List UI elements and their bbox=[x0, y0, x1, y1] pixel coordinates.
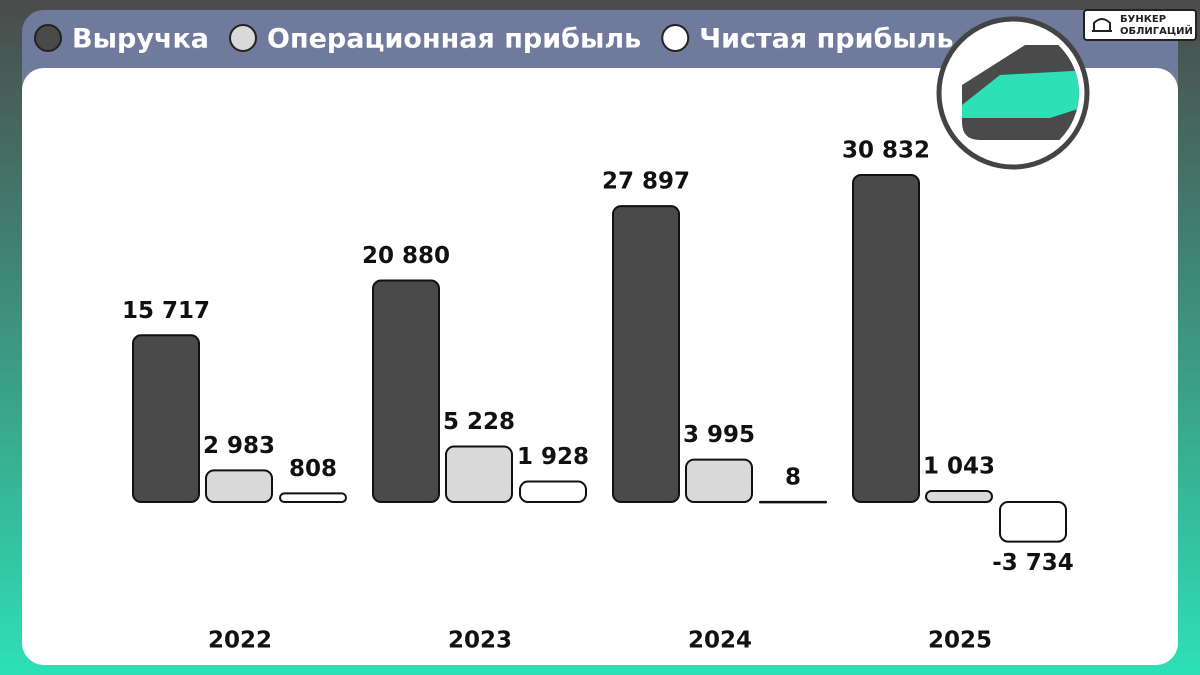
value-label: 5 228 bbox=[443, 409, 515, 435]
value-label: 1 043 bbox=[923, 453, 995, 479]
bar bbox=[132, 334, 200, 504]
bar bbox=[852, 174, 920, 503]
value-label: 3 995 bbox=[683, 422, 755, 448]
bar bbox=[759, 500, 827, 504]
value-label: 8 bbox=[785, 464, 801, 490]
bar bbox=[205, 469, 273, 503]
bar bbox=[999, 501, 1067, 543]
brand: БУНКЕР ОБЛИГАЦИЙ bbox=[1083, 9, 1197, 41]
brand-text: ОБЛИГАЦИЙ bbox=[1120, 24, 1193, 37]
bar bbox=[612, 205, 680, 503]
x-tick-label: 2023 bbox=[448, 628, 512, 654]
bar bbox=[445, 445, 513, 504]
x-tick-label: 2025 bbox=[928, 628, 992, 654]
legend-label: Выручка bbox=[72, 24, 209, 55]
x-tick-label: 2024 bbox=[688, 628, 752, 654]
bar bbox=[519, 480, 587, 503]
x-tick-label: 2022 bbox=[208, 628, 272, 654]
legend-swatch bbox=[229, 24, 258, 52]
value-label: -3 734 bbox=[992, 550, 1074, 576]
bar bbox=[925, 489, 993, 503]
value-label: 15 717 bbox=[122, 298, 210, 324]
legend: Выручка Операционная прибыль Чистая прибыл… bbox=[34, 24, 954, 55]
legend-swatch bbox=[661, 24, 690, 52]
brand-text: БУНКЕР bbox=[1120, 14, 1166, 25]
value-label: 20 880 bbox=[362, 243, 450, 269]
logo-shape bbox=[962, 70, 1079, 118]
brand-icon bbox=[1092, 18, 1112, 32]
bar bbox=[685, 458, 753, 504]
legend-label: Операционная прибыль bbox=[267, 24, 641, 55]
value-label: 1 928 bbox=[517, 444, 589, 470]
bar bbox=[279, 492, 347, 503]
value-label: 30 832 bbox=[842, 138, 930, 164]
legend-swatch bbox=[34, 24, 62, 52]
bar bbox=[372, 279, 440, 503]
value-label: 2 983 bbox=[203, 433, 275, 459]
value-label: 27 897 bbox=[602, 169, 690, 195]
legend-label: Чистая прибыль bbox=[699, 24, 953, 55]
value-label: 808 bbox=[289, 456, 337, 482]
logo bbox=[936, 16, 1090, 170]
brand-box bbox=[1083, 9, 1197, 41]
